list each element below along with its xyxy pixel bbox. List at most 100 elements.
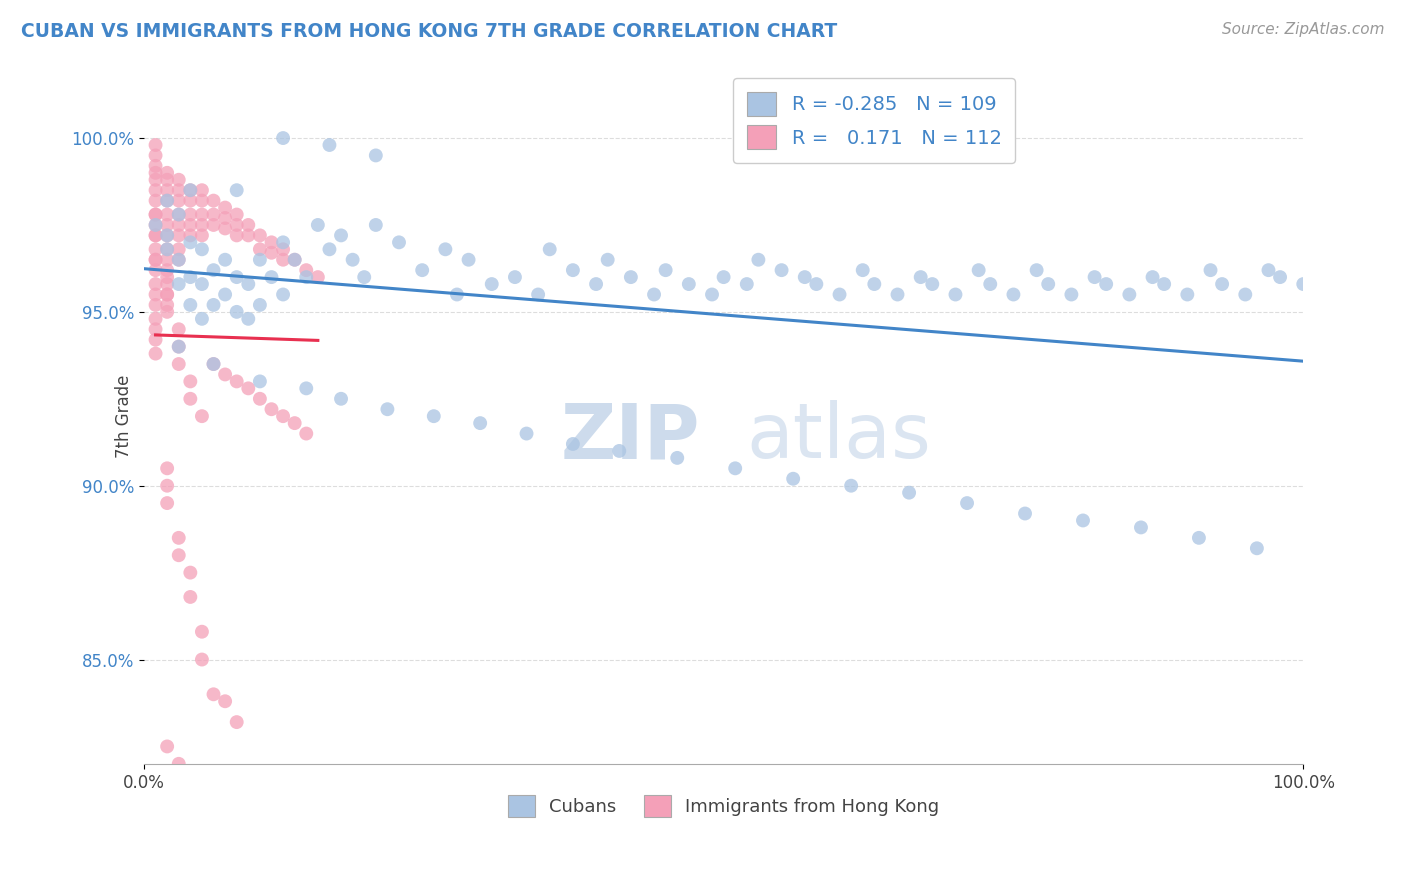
Point — [921, 277, 943, 291]
Point — [191, 208, 214, 222]
Point — [284, 252, 307, 267]
Point — [330, 228, 353, 243]
Point — [156, 270, 179, 285]
Point — [538, 242, 561, 256]
Point — [793, 270, 815, 285]
Point — [979, 277, 1001, 291]
Point — [515, 426, 537, 441]
Point — [225, 228, 247, 243]
Point — [307, 218, 329, 232]
Point — [225, 270, 247, 285]
Point — [167, 861, 190, 875]
Point — [145, 159, 167, 173]
Point — [145, 242, 167, 256]
Point — [202, 687, 225, 701]
Point — [353, 270, 375, 285]
Point — [446, 287, 468, 301]
Point — [411, 263, 433, 277]
Point — [145, 228, 167, 243]
Point — [145, 252, 167, 267]
Text: CUBAN VS IMMIGRANTS FROM HONG KONG 7TH GRADE CORRELATION CHART: CUBAN VS IMMIGRANTS FROM HONG KONG 7TH G… — [21, 22, 838, 41]
Point — [167, 208, 190, 222]
Point — [145, 252, 167, 267]
Point — [156, 173, 179, 187]
Point — [145, 218, 167, 232]
Point — [1129, 520, 1152, 534]
Point — [202, 263, 225, 277]
Point — [863, 277, 886, 291]
Point — [156, 263, 179, 277]
Point — [191, 311, 214, 326]
Point — [724, 461, 747, 475]
Point — [167, 242, 190, 256]
Point — [607, 444, 630, 458]
Point — [249, 375, 271, 389]
Point — [191, 228, 214, 243]
Point — [167, 340, 190, 354]
Point — [561, 263, 583, 277]
Point — [225, 375, 247, 389]
Point — [202, 298, 225, 312]
Point — [271, 287, 294, 301]
Point — [388, 235, 411, 250]
Point — [596, 252, 619, 267]
Point — [249, 228, 271, 243]
Point — [214, 201, 236, 215]
Point — [167, 322, 190, 336]
Point — [318, 138, 340, 153]
Point — [945, 287, 967, 301]
Point — [898, 485, 921, 500]
Point — [156, 242, 179, 256]
Point — [434, 242, 457, 256]
Point — [886, 287, 908, 301]
Point — [249, 252, 271, 267]
Point — [167, 183, 190, 197]
Point — [225, 208, 247, 222]
Point — [770, 263, 793, 277]
Point — [167, 277, 190, 291]
Point — [260, 245, 283, 260]
Point — [700, 287, 723, 301]
Point — [1002, 287, 1025, 301]
Point — [1292, 277, 1315, 291]
Point — [156, 194, 179, 208]
Point — [191, 194, 214, 208]
Point — [145, 826, 167, 840]
Point — [377, 402, 399, 417]
Point — [167, 357, 190, 371]
Point — [145, 208, 167, 222]
Point — [167, 252, 190, 267]
Point — [145, 148, 167, 162]
Point — [238, 311, 260, 326]
Point — [145, 173, 167, 187]
Point — [839, 479, 862, 493]
Point — [214, 287, 236, 301]
Point — [156, 739, 179, 754]
Point — [271, 235, 294, 250]
Point — [156, 461, 179, 475]
Point — [179, 392, 201, 406]
Point — [1014, 507, 1036, 521]
Point — [561, 437, 583, 451]
Point — [1153, 277, 1175, 291]
Point — [1268, 270, 1291, 285]
Point — [214, 221, 236, 235]
Text: atlas: atlas — [747, 400, 932, 474]
Point — [1188, 531, 1211, 545]
Point — [643, 287, 665, 301]
Point — [271, 409, 294, 424]
Point — [828, 287, 851, 301]
Point — [145, 333, 167, 347]
Point — [145, 183, 167, 197]
Point — [145, 208, 167, 222]
Point — [191, 652, 214, 666]
Point — [1084, 270, 1107, 285]
Point — [167, 756, 190, 771]
Point — [156, 298, 179, 312]
Point — [457, 252, 479, 267]
Legend: Cubans, Immigrants from Hong Kong: Cubans, Immigrants from Hong Kong — [501, 788, 946, 824]
Point — [167, 194, 190, 208]
Point — [1095, 277, 1118, 291]
Point — [503, 270, 526, 285]
Point — [295, 426, 318, 441]
